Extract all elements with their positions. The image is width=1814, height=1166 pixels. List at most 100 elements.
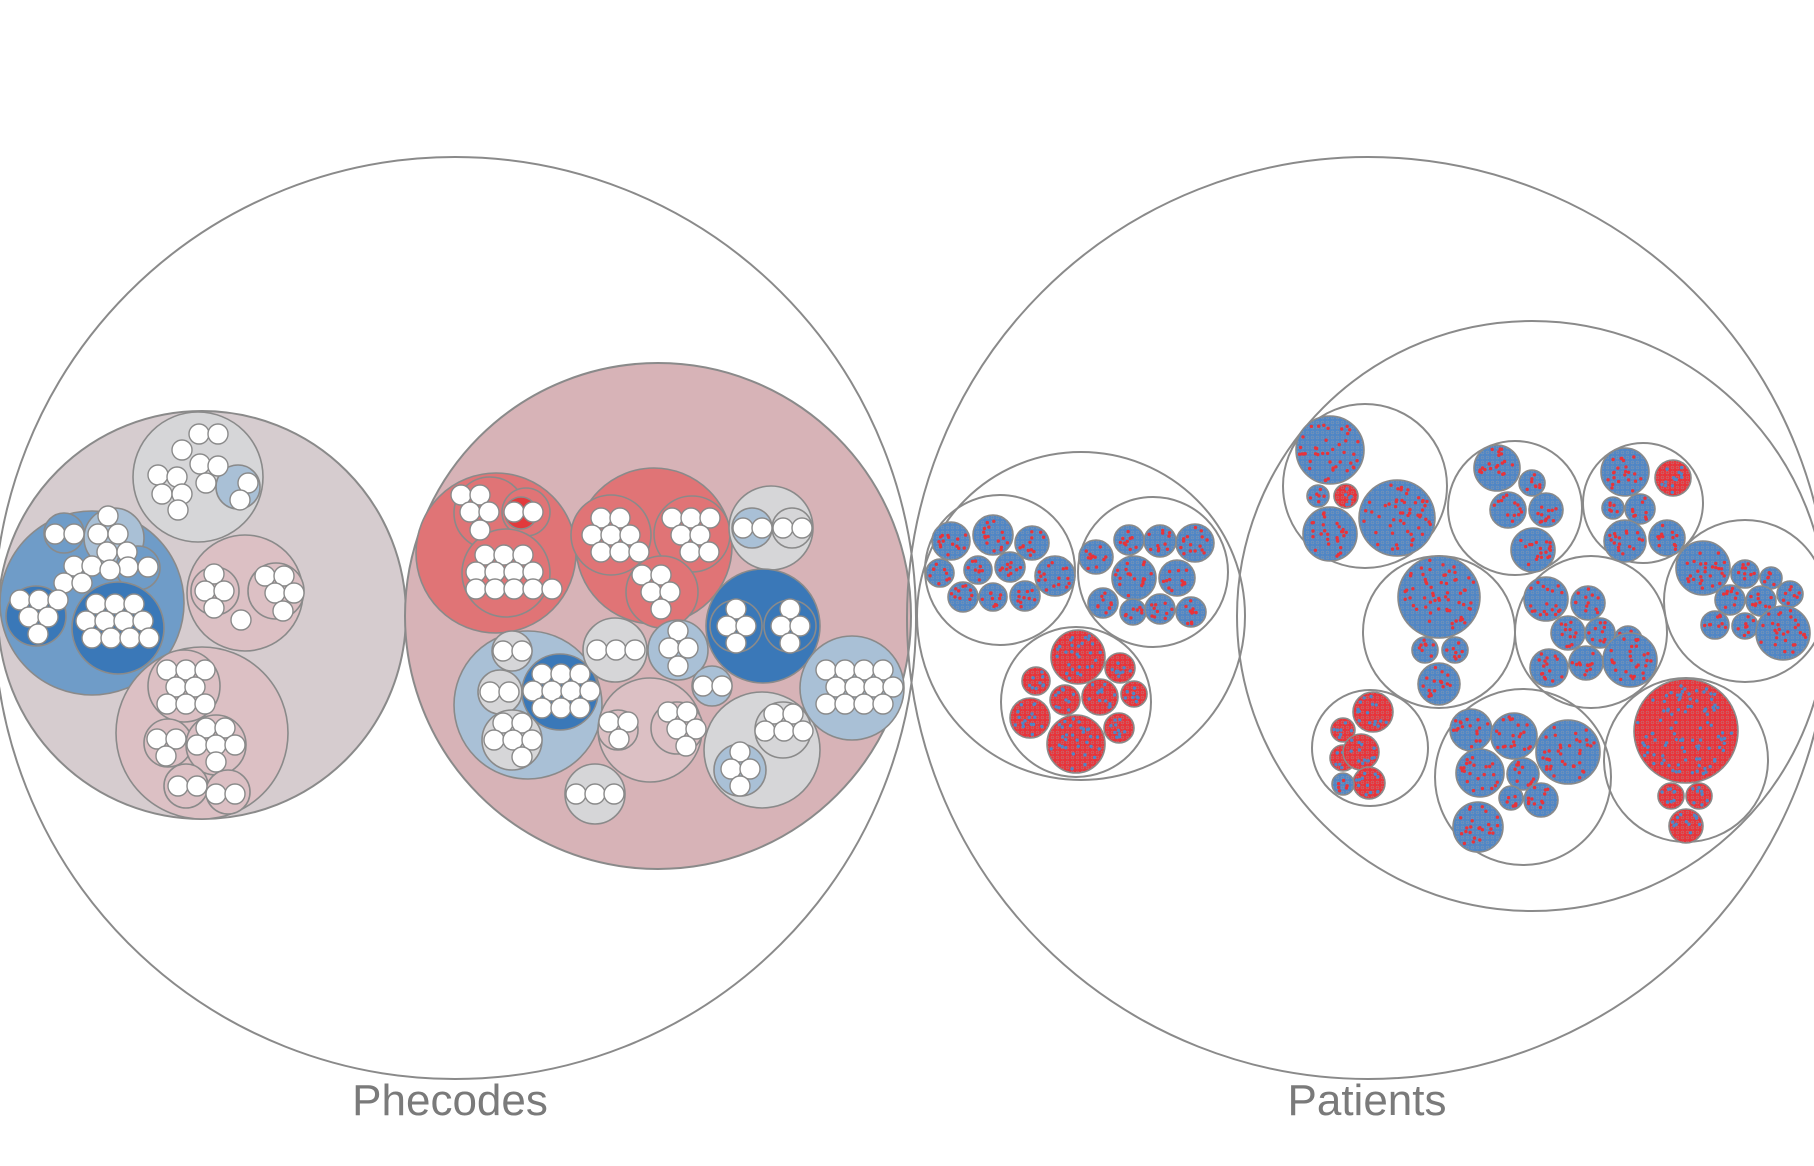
patient-dot <box>990 596 995 601</box>
patient-dot <box>1387 502 1391 506</box>
patient-dot <box>1720 571 1724 575</box>
patient-dot <box>1574 731 1578 736</box>
patient-dot <box>1789 615 1793 619</box>
patient-dot <box>1186 621 1190 626</box>
patient-dot <box>1200 548 1204 552</box>
patient-dot <box>1180 583 1184 587</box>
patient-dot <box>1530 477 1534 481</box>
patient-dot <box>1610 658 1614 662</box>
patient-dot <box>1161 531 1165 535</box>
patient-subgroup-circle <box>1514 555 1668 709</box>
phecode-leaf <box>699 507 721 529</box>
patients-outer-circle <box>906 156 1814 1080</box>
patient-cluster <box>1603 519 1647 563</box>
patient-dot <box>1553 612 1558 617</box>
patient-dot <box>1356 440 1360 444</box>
patient-dot <box>1417 526 1421 530</box>
patient-dot <box>1612 476 1616 480</box>
patient-dot <box>1075 738 1079 742</box>
patient-dot <box>1669 691 1673 695</box>
patient-dot <box>1464 829 1468 834</box>
patient-dot <box>1345 487 1349 491</box>
patient-dot <box>1636 638 1640 642</box>
patient-dot <box>1055 654 1059 658</box>
patient-dot <box>1096 604 1100 608</box>
patient-dot <box>1013 723 1017 727</box>
patient-dot <box>1750 602 1755 607</box>
patient-dot <box>1083 636 1088 640</box>
phecode-leaf <box>484 578 506 600</box>
phecode-leaf <box>207 455 229 477</box>
patient-dot <box>1128 669 1133 673</box>
patient-dot <box>1710 565 1715 569</box>
patient-dot <box>1190 611 1194 615</box>
patient-dot <box>1545 765 1549 769</box>
patient-dot <box>1683 687 1687 691</box>
patient-dot <box>1451 626 1455 630</box>
phecode-leaf <box>229 489 251 511</box>
patient-dot <box>1793 643 1797 647</box>
patient-dot <box>1698 822 1702 827</box>
patient-dot <box>1512 743 1517 747</box>
phecode-leaf <box>184 676 206 698</box>
patient-dot <box>1180 579 1184 583</box>
patient-dot <box>1457 600 1461 605</box>
patient-dot <box>1350 738 1354 742</box>
patient-dot <box>1517 734 1522 739</box>
patient-dot <box>1497 732 1502 736</box>
patient-dot <box>1142 560 1147 564</box>
patient-dot <box>1316 452 1320 457</box>
patient-dot <box>1722 741 1727 745</box>
patient-dot <box>1423 504 1427 508</box>
patient-dot <box>1746 630 1751 635</box>
patient-dot <box>1672 798 1676 803</box>
patient-dot <box>1326 532 1330 536</box>
patient-dot <box>1440 670 1444 674</box>
patient-dot <box>1390 547 1395 551</box>
patient-dot <box>1662 709 1666 713</box>
patient-dot <box>1609 538 1613 542</box>
patient-dot <box>989 591 993 596</box>
phecode-leaf <box>584 783 606 805</box>
patient-dot <box>1060 744 1064 749</box>
phecode-leaf <box>751 517 773 539</box>
patient-dot <box>1636 663 1640 667</box>
patient-dot <box>1431 593 1436 598</box>
patient-dot <box>1413 501 1418 505</box>
patient-dot <box>1398 519 1403 523</box>
patient-dot <box>937 540 941 544</box>
phecode-leaf <box>205 751 227 773</box>
patient-dot <box>1057 582 1061 587</box>
phecode-leaf <box>789 615 811 637</box>
patient-dot <box>998 593 1003 597</box>
leaf-cluster <box>146 659 246 805</box>
patient-dot <box>1756 592 1760 596</box>
patient-dot <box>1624 670 1628 674</box>
patient-dot <box>1362 519 1366 523</box>
patient-dot <box>1545 656 1549 660</box>
patient-dot <box>1789 585 1793 589</box>
patient-dot <box>1540 505 1544 509</box>
patient-dot <box>1317 494 1321 498</box>
patient-dot <box>1326 477 1331 481</box>
patient-dot <box>1742 633 1747 638</box>
patient-dot <box>1777 612 1781 616</box>
patient-dot <box>1548 541 1552 545</box>
patient-dot <box>1138 605 1142 610</box>
phecode-leaf <box>834 693 856 715</box>
patient-dot <box>1530 542 1534 547</box>
patient-dot <box>1155 609 1160 614</box>
patient-dot <box>1161 579 1166 584</box>
patient-dot <box>1313 548 1318 552</box>
patient-dot <box>1697 763 1701 768</box>
patient-dot <box>1348 499 1352 503</box>
patient-dot <box>1459 721 1463 725</box>
patient-dot <box>1515 779 1519 783</box>
patient-dot <box>1676 763 1681 767</box>
phecodes-outer-circle <box>0 156 917 1080</box>
patient-dot <box>996 539 1000 543</box>
patient-dot <box>973 559 978 563</box>
phecode-leaf <box>692 675 714 697</box>
patient-dot <box>1644 510 1648 515</box>
patient-dot <box>1617 542 1622 546</box>
